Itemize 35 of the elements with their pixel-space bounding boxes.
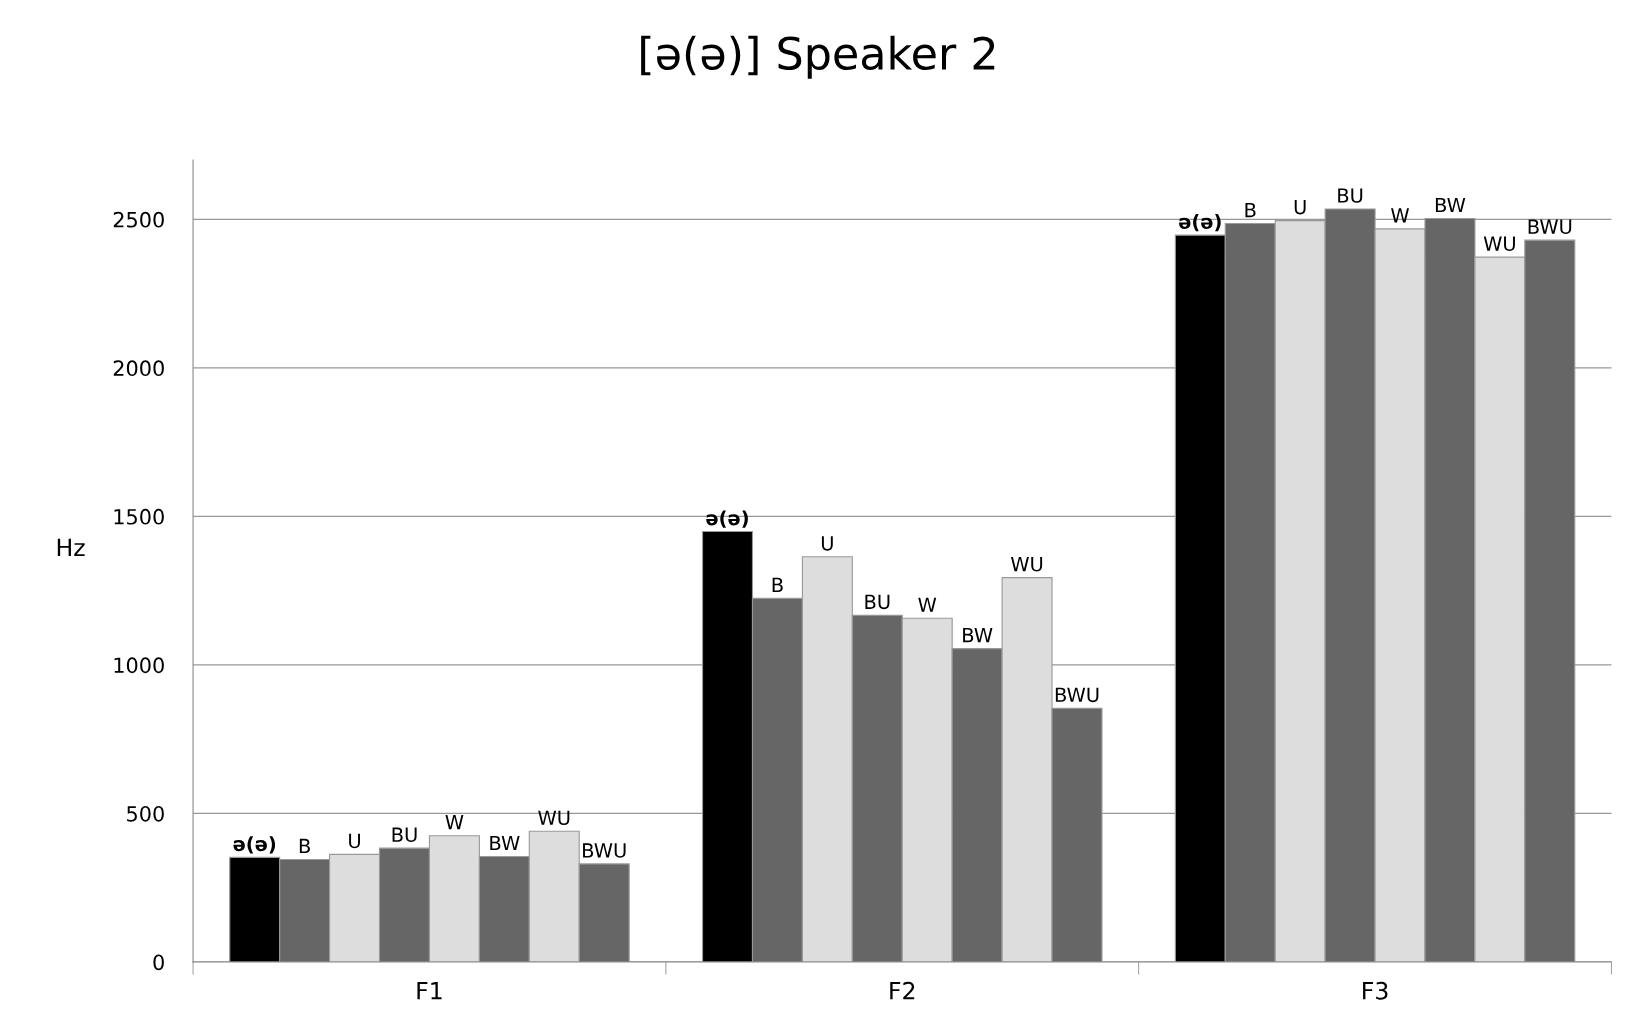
series-label: U [349,833,360,849]
chart-title: [ə(ə)] Speaker 2 [641,35,995,79]
text: BW [1435,197,1466,213]
series-label: W [918,597,937,612]
series-label: BW [490,835,520,851]
text: BU [1338,188,1363,203]
series-label: B [772,577,783,592]
text: B [299,838,310,854]
text: ə(ə) [233,836,276,854]
y-tick-label: 1500 [114,508,164,525]
series-label: BWU [583,843,626,858]
y-tick-label: 1000 [114,657,164,674]
text: BU [392,827,417,843]
text: W [1391,208,1409,223]
y-tick-label: 2500 [113,211,164,228]
text: U [821,536,833,551]
text: WU [1483,236,1515,251]
text: BWU [1055,687,1099,703]
series-label: ə(ə) [706,510,748,528]
series-label: WU [1010,557,1043,572]
y-axis-title: Hz [57,538,85,557]
text: ə(ə) [1179,213,1221,232]
text: BWU [1528,219,1572,235]
x-tick-label: F2 [890,981,915,1000]
y-tick-label: 500 [127,805,164,822]
y-tick-label: 0 [153,954,164,971]
y-tick-label: 2000 [113,360,164,377]
series-label: BU [865,594,890,610]
text: WU [538,810,570,826]
text: BW [963,627,993,643]
text: B [1245,202,1256,218]
text: U [1294,199,1306,215]
x-tick-label: F1 [417,982,442,1000]
x-tick-label: F3 [1363,981,1388,1000]
text: W [445,815,464,830]
